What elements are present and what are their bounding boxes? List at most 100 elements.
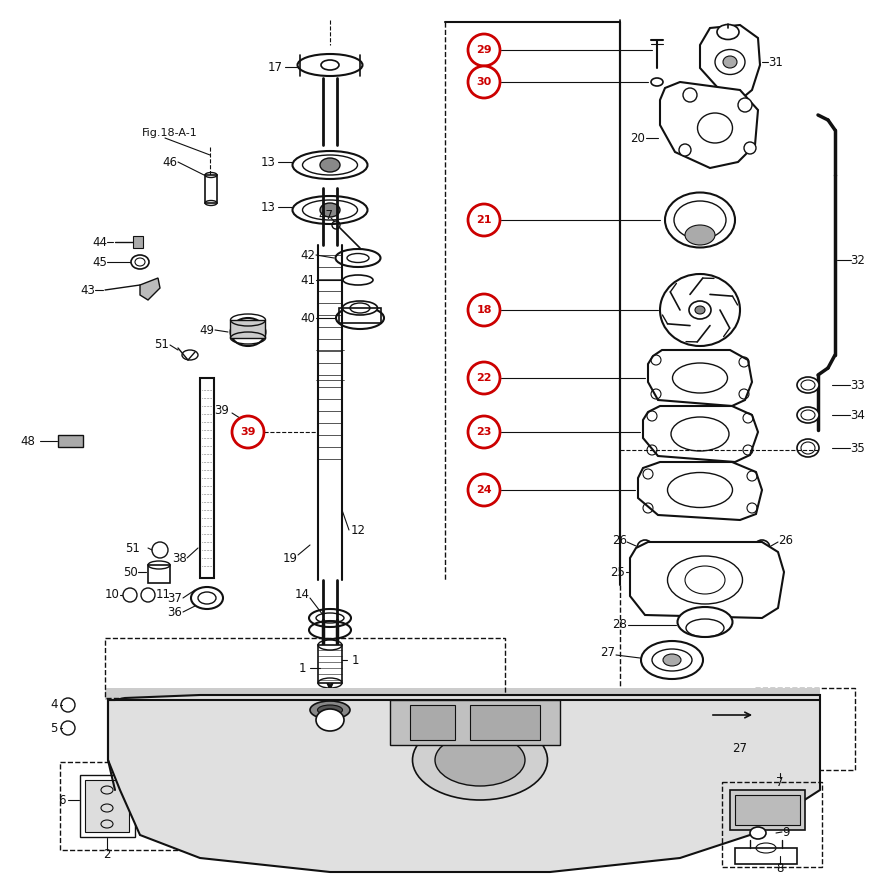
Bar <box>470 705 540 740</box>
Text: 41: 41 <box>300 274 316 286</box>
Circle shape <box>468 34 500 66</box>
Ellipse shape <box>738 98 752 112</box>
Text: 43: 43 <box>80 284 96 297</box>
Bar <box>58 435 83 447</box>
Text: 29: 29 <box>477 45 492 55</box>
Ellipse shape <box>790 700 810 712</box>
Text: Fig.18-A-1: Fig.18-A-1 <box>142 128 198 138</box>
Ellipse shape <box>651 78 663 86</box>
Text: 9: 9 <box>782 826 789 838</box>
Text: 49: 49 <box>199 323 215 337</box>
Text: 5: 5 <box>50 721 58 734</box>
Bar <box>410 705 455 740</box>
Polygon shape <box>648 350 752 406</box>
Text: 24: 24 <box>477 485 492 495</box>
Circle shape <box>232 416 264 448</box>
Circle shape <box>468 294 500 326</box>
Text: 25: 25 <box>611 565 626 579</box>
Bar <box>390 700 560 745</box>
Text: 14: 14 <box>294 588 309 602</box>
Text: 46: 46 <box>163 156 178 168</box>
Text: 13: 13 <box>260 200 275 214</box>
Ellipse shape <box>797 377 819 393</box>
Text: 48: 48 <box>21 434 36 447</box>
Bar <box>80 775 135 837</box>
Polygon shape <box>700 25 760 100</box>
Text: 1: 1 <box>299 662 306 674</box>
Text: 27: 27 <box>601 647 615 659</box>
Bar <box>735 795 800 825</box>
Text: 1: 1 <box>351 654 358 666</box>
Text: 7: 7 <box>776 775 784 789</box>
Text: 17: 17 <box>267 60 283 74</box>
Text: 30: 30 <box>477 77 492 87</box>
Ellipse shape <box>723 56 737 68</box>
Text: 11: 11 <box>156 588 171 602</box>
Text: 8: 8 <box>776 861 784 874</box>
Ellipse shape <box>435 734 525 786</box>
Text: 34: 34 <box>850 408 864 422</box>
Text: 27: 27 <box>732 742 747 755</box>
Text: 32: 32 <box>850 253 865 267</box>
Ellipse shape <box>797 407 819 423</box>
Ellipse shape <box>321 60 339 70</box>
Text: 38: 38 <box>173 551 188 564</box>
Polygon shape <box>630 542 784 618</box>
Ellipse shape <box>678 607 732 637</box>
Bar <box>85 780 129 832</box>
Ellipse shape <box>683 88 697 102</box>
Text: 22: 22 <box>477 373 492 383</box>
Text: 47: 47 <box>318 208 333 222</box>
Text: 26: 26 <box>612 533 628 547</box>
Ellipse shape <box>663 654 681 666</box>
Bar <box>133 236 143 248</box>
Ellipse shape <box>750 827 766 839</box>
Ellipse shape <box>320 203 340 217</box>
Text: 28: 28 <box>612 618 628 632</box>
Circle shape <box>468 66 500 98</box>
Bar <box>148 565 170 583</box>
Text: 31: 31 <box>768 56 783 68</box>
Text: 36: 36 <box>167 605 182 618</box>
Text: 4: 4 <box>50 698 58 711</box>
Ellipse shape <box>412 720 547 800</box>
Text: 37: 37 <box>167 592 182 604</box>
Ellipse shape <box>641 641 703 679</box>
Circle shape <box>468 362 500 394</box>
Ellipse shape <box>790 742 810 754</box>
Text: 51: 51 <box>125 541 140 555</box>
Polygon shape <box>108 695 820 872</box>
Text: 50: 50 <box>122 565 138 579</box>
Bar <box>230 320 265 338</box>
Text: 40: 40 <box>300 312 316 324</box>
Text: 2: 2 <box>103 848 111 860</box>
Bar <box>339 308 381 323</box>
Ellipse shape <box>316 709 344 731</box>
Polygon shape <box>105 688 820 700</box>
Ellipse shape <box>317 705 342 715</box>
Text: 44: 44 <box>92 236 107 248</box>
Bar <box>318 645 342 683</box>
Ellipse shape <box>685 225 715 245</box>
Text: 39: 39 <box>240 427 256 437</box>
Polygon shape <box>140 278 160 300</box>
Ellipse shape <box>320 158 340 172</box>
Text: 12: 12 <box>350 524 366 537</box>
Bar <box>755 688 855 770</box>
Bar <box>105 638 505 698</box>
Circle shape <box>468 474 500 506</box>
Text: 45: 45 <box>93 255 107 268</box>
Text: 39: 39 <box>215 403 230 416</box>
Ellipse shape <box>679 144 691 156</box>
Circle shape <box>468 416 500 448</box>
Text: 42: 42 <box>300 248 316 261</box>
Ellipse shape <box>342 301 377 315</box>
Text: 35: 35 <box>850 441 864 455</box>
Text: 18: 18 <box>477 305 492 315</box>
Ellipse shape <box>695 306 705 314</box>
Ellipse shape <box>131 255 149 269</box>
Text: 21: 21 <box>477 215 492 225</box>
Circle shape <box>468 204 500 236</box>
Text: 23: 23 <box>477 427 492 437</box>
Text: 33: 33 <box>850 378 864 392</box>
